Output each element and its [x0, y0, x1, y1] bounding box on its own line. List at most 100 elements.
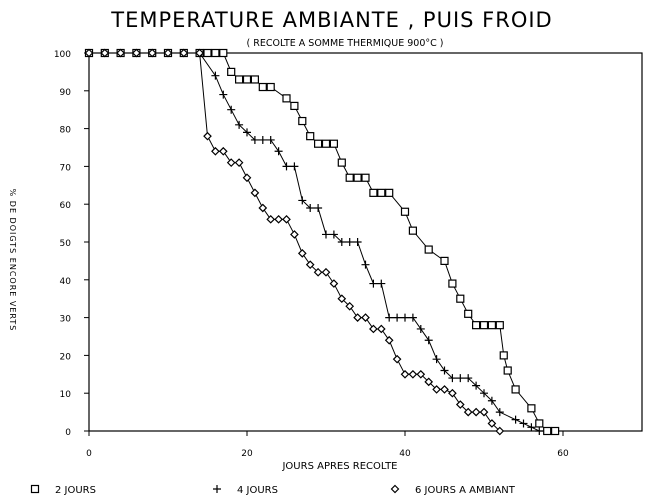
data-point	[487, 396, 496, 405]
data-point	[258, 135, 267, 144]
axes: 0 10 20 30 40 50 60 70 80 90 100 0 20 40 60	[54, 50, 643, 459]
y-tick-label: 90	[60, 88, 72, 98]
data-point	[353, 238, 362, 246]
data-point	[455, 400, 465, 409]
data-point	[369, 188, 378, 197]
y-tick-label: 0	[65, 428, 71, 438]
data-point	[298, 196, 307, 205]
data-point	[227, 105, 236, 114]
data-point	[432, 355, 441, 364]
data-point	[234, 158, 244, 167]
legend-marker-plus	[213, 485, 221, 493]
data-point	[266, 214, 276, 224]
data-point	[290, 101, 299, 111]
data-point	[535, 427, 544, 435]
y-tick-label: 40	[60, 277, 72, 287]
data-point	[329, 279, 339, 288]
data-point	[132, 48, 141, 58]
x-tick-label: 20	[241, 449, 253, 459]
data-point	[369, 279, 378, 288]
data-point	[179, 48, 189, 58]
data-point	[424, 245, 433, 254]
data-point	[472, 381, 481, 390]
data-point	[376, 324, 386, 334]
data-point	[203, 48, 212, 58]
data-point	[400, 207, 410, 216]
data-point	[408, 369, 418, 379]
legend: 2 JOURS 4 JOURS 6 JOURS A AMBIANT	[30, 484, 516, 496]
data-point	[242, 173, 252, 183]
data-point	[282, 214, 291, 224]
plot-area	[84, 48, 560, 436]
data-point	[345, 301, 355, 311]
data-point	[361, 313, 370, 322]
data-point	[463, 407, 473, 417]
data-point	[322, 230, 330, 239]
series-diamond	[84, 48, 505, 436]
x-axis-label: JOURS APRES RECOLTE	[281, 461, 397, 472]
series-line	[89, 52, 540, 432]
data-point	[456, 294, 465, 303]
x-tick-label: 0	[86, 449, 92, 459]
data-point	[400, 369, 410, 379]
data-point	[306, 132, 315, 141]
data-point	[550, 426, 560, 436]
data-point	[401, 313, 409, 322]
data-point	[227, 67, 236, 77]
data-point	[393, 313, 402, 322]
data-point	[258, 203, 268, 213]
data-point	[242, 75, 252, 84]
data-point	[329, 139, 338, 148]
legend-label: 4 JOURS	[237, 485, 278, 496]
data-point	[116, 48, 125, 58]
data-point	[384, 335, 394, 345]
data-point	[305, 260, 315, 270]
data-point	[535, 419, 544, 428]
data-point	[369, 324, 378, 334]
y-tick-label: 50	[60, 239, 72, 249]
data-point	[377, 279, 386, 288]
data-point	[218, 146, 228, 156]
data-point	[290, 162, 299, 171]
y-tick-label: 100	[54, 50, 71, 60]
data-point	[385, 313, 394, 322]
data-point	[163, 48, 173, 58]
data-point	[424, 377, 434, 387]
data-point	[495, 321, 504, 330]
data-point	[511, 415, 520, 424]
legend-label: 2 JOURS	[55, 485, 96, 496]
data-point	[408, 226, 417, 235]
data-point	[448, 374, 457, 383]
y-tick-label: 20	[60, 352, 72, 362]
data-point	[416, 324, 425, 333]
data-point	[479, 407, 489, 417]
data-point	[250, 75, 259, 84]
plot-frame	[88, 52, 643, 432]
data-point	[337, 294, 347, 304]
data-point	[527, 404, 536, 413]
data-point	[479, 321, 489, 330]
data-point	[282, 162, 291, 171]
data-point	[511, 385, 520, 394]
data-point	[313, 267, 323, 277]
data-point	[543, 426, 552, 436]
data-point	[353, 313, 362, 322]
data-point	[84, 48, 94, 58]
data-point	[353, 173, 362, 182]
data-point	[337, 238, 346, 246]
data-point	[306, 203, 315, 212]
y-tick-label: 70	[60, 163, 72, 173]
data-point	[361, 260, 370, 269]
data-point	[527, 423, 536, 432]
legend-marker-diamond	[390, 484, 400, 494]
data-point	[495, 426, 505, 436]
data-point	[471, 407, 481, 417]
data-point	[314, 203, 323, 212]
data-point	[487, 419, 497, 428]
data-point	[250, 188, 260, 198]
data-point	[448, 279, 457, 288]
data-point	[503, 366, 512, 375]
data-point	[345, 173, 354, 182]
data-point	[290, 230, 299, 239]
